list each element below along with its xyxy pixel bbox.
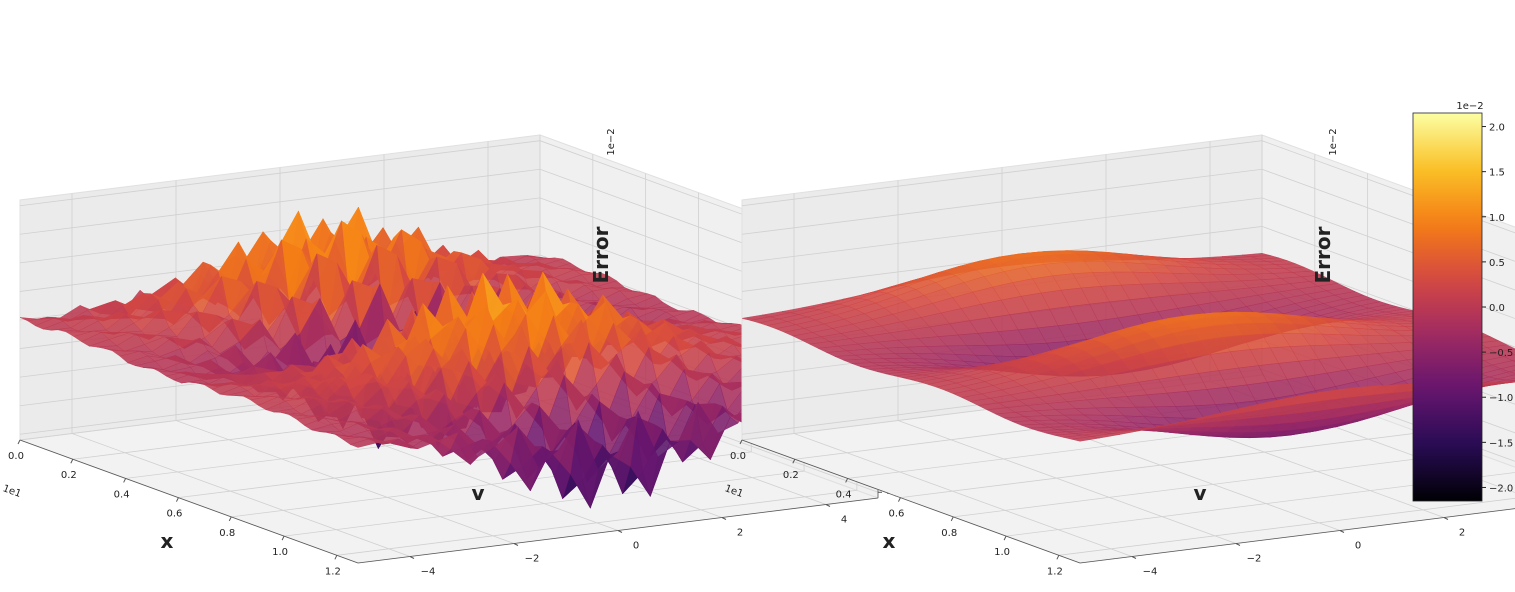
x-tick <box>282 536 284 540</box>
colorbar-tick-label: 1.0 <box>1489 213 1505 224</box>
x-tick-label: 0.8 <box>219 528 235 539</box>
x-tick-label: 0.4 <box>836 489 852 500</box>
v-tick <box>1340 531 1344 533</box>
colorbar-tick-label: −0.5 <box>1489 348 1513 359</box>
v-tick <box>722 518 726 520</box>
v-tick-label: −2 <box>525 554 540 565</box>
x-tick-label: 1.0 <box>272 547 288 558</box>
x-tick-label: 0.6 <box>166 509 182 520</box>
v-tick <box>826 505 830 507</box>
x-tick <box>335 555 337 559</box>
x-tick <box>1057 555 1059 559</box>
x-tick-label: 0.0 <box>730 451 746 462</box>
v-tick <box>1444 518 1448 520</box>
x-tick <box>1004 536 1006 540</box>
v-tick-label: 4 <box>841 515 847 526</box>
z-axis-label: Error <box>589 226 613 283</box>
colorbar-tick-label: −2.0 <box>1489 483 1513 494</box>
colorbar-tick-label: −1.5 <box>1489 438 1513 449</box>
surface-plot-right: 0.0 0.2 0.4 0.6 0.8 1.0 1.2 −4 −2 0 2 4 −2.0 −1.5 −1.0… <box>723 128 1515 577</box>
x-tick-label: 1.2 <box>1047 566 1063 577</box>
x-tick <box>71 459 73 463</box>
v-tick-label: 2 <box>737 528 743 539</box>
x-tick-label: 0.0 <box>8 451 24 462</box>
x-tick <box>951 517 953 521</box>
v-tick-label: −4 <box>1143 567 1158 578</box>
x-tick-label: 0.6 <box>888 509 904 520</box>
colorbar-tick-label: −1.0 <box>1489 393 1513 404</box>
x-tick <box>18 440 20 444</box>
x-axis-label: x <box>161 529 174 553</box>
z-multiplier: 1e−2 <box>606 128 617 155</box>
v-tick-label: −2 <box>1247 554 1262 565</box>
colorbar-tick-label: 2.0 <box>1489 123 1505 134</box>
v-tick <box>514 544 518 546</box>
colorbar-fill <box>1413 113 1482 501</box>
v-tick-label: 0 <box>1355 541 1361 552</box>
x-tick-label: 0.2 <box>61 470 77 481</box>
v-axis-label: v <box>471 481 484 505</box>
x-tick <box>229 517 231 521</box>
z-multiplier: 1e−2 <box>1328 128 1339 155</box>
colorbar-tick-label: 1.5 <box>1489 168 1505 179</box>
v-axis-label: v <box>1193 481 1206 505</box>
v-tick-label: −4 <box>421 567 436 578</box>
v-tick <box>1236 544 1240 546</box>
z-axis-label: Error <box>1311 226 1335 283</box>
x-tick-label: 1.0 <box>994 547 1010 558</box>
x-tick-label: 0.4 <box>114 489 130 500</box>
v-tick-label: 2 <box>1459 528 1465 539</box>
x-axis-label: x <box>883 529 896 553</box>
x-tick-label: 1.2 <box>325 566 341 577</box>
colorbar-multiplier: 1e−2 <box>1456 101 1483 112</box>
colorbar-tick-label: 0.5 <box>1489 258 1505 269</box>
v-tick-label: 0 <box>633 541 639 552</box>
x-tick-label: 0.2 <box>783 470 799 481</box>
v-tick <box>618 531 622 533</box>
x-tick <box>124 478 126 482</box>
x-tick-label: 0.8 <box>941 528 957 539</box>
colorbar-tick-label: 0.0 <box>1489 303 1505 314</box>
v-tick <box>1132 557 1136 559</box>
x-multiplier: 1e1 <box>1 483 23 500</box>
x-tick <box>176 498 178 502</box>
v-tick <box>410 557 414 559</box>
